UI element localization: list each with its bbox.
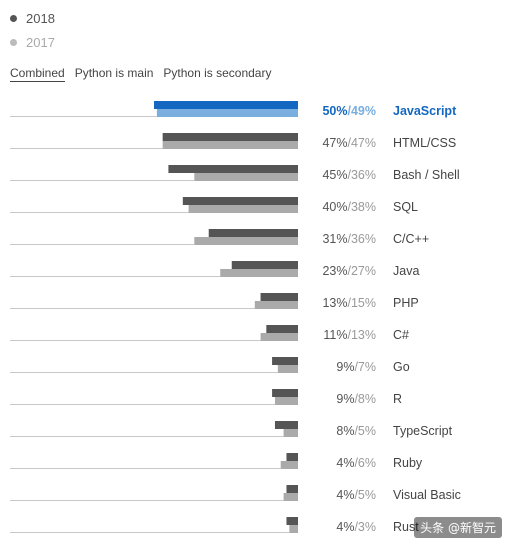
bar-row-javascript: 50%/49% JavaScript <box>10 101 457 118</box>
value-label-c: 11%/13% <box>323 328 376 342</box>
tab-combined[interactable]: Combined <box>10 66 65 82</box>
legend-item-2017: 2017 <box>10 30 55 54</box>
bar-row-sql: 40%/38% SQL <box>10 197 418 214</box>
filter-tabs: Combined Python is main Python is second… <box>10 66 271 82</box>
bar-2017-go <box>277 365 298 373</box>
category-label-java: Java <box>393 264 419 278</box>
bar-row-c: 11%/13% C# <box>10 325 409 342</box>
bar-2017-visual-basic <box>283 493 298 501</box>
value-label-bash-shell: 45%/36% <box>322 168 376 182</box>
bar-row-rust: 4%/3% Rust <box>10 517 419 534</box>
legend-dot-icon <box>10 38 17 46</box>
value-label-c-c: 31%/36% <box>322 232 376 246</box>
bar-2018-sql <box>182 197 298 205</box>
bar-row-php: 13%/15% PHP <box>10 293 419 310</box>
category-label-javascript: JavaScript <box>393 104 457 118</box>
bar-2018-html-css <box>162 133 298 141</box>
tab-python-is-secondary[interactable]: Python is secondary <box>163 66 272 80</box>
bar-2017-typescript <box>283 429 298 437</box>
bar-row-ruby: 4%/6% Ruby <box>10 453 423 470</box>
bar-2018-r <box>272 389 298 397</box>
bar-2018-bash-shell <box>168 165 298 173</box>
bar-row-r: 9%/8% R <box>10 389 402 406</box>
bar-2017-java <box>220 269 298 277</box>
bar-row-typescript: 8%/5% TypeScript <box>10 421 453 438</box>
bar-row-c-c: 31%/36% C/C++ <box>10 229 429 246</box>
value-label-java: 23%/27% <box>322 264 376 278</box>
value-label-go: 9%/7% <box>336 360 376 374</box>
bar-2018-go <box>272 357 298 365</box>
tab-python-is-main[interactable]: Python is main <box>74 66 154 80</box>
category-label-ruby: Ruby <box>393 456 423 470</box>
bar-row-bash-shell: 45%/36% Bash / Shell <box>10 165 460 182</box>
bar-2018-ruby <box>286 453 298 461</box>
legend-item-2018: 2018 <box>10 6 55 30</box>
bar-2017-c <box>260 333 298 341</box>
bar-2018-visual-basic <box>286 485 298 493</box>
value-label-visual-basic: 4%/5% <box>336 488 376 502</box>
category-label-c-c: C/C++ <box>393 232 429 246</box>
bar-2018-javascript <box>154 101 298 109</box>
legend-label-2017: 2017 <box>26 34 55 50</box>
category-label-go: Go <box>393 360 410 374</box>
value-label-typescript: 8%/5% <box>336 424 376 438</box>
legend: 2018 2017 <box>10 6 55 54</box>
bar-2017-c-c <box>194 237 298 245</box>
bar-2017-php <box>254 301 298 309</box>
value-label-sql: 40%/38% <box>322 200 376 214</box>
bar-row-go: 9%/7% Go <box>10 357 410 374</box>
category-label-sql: SQL <box>393 200 418 214</box>
category-label-html-css: HTML/CSS <box>393 136 456 150</box>
category-label-r: R <box>393 392 402 406</box>
category-label-visual-basic: Visual Basic <box>393 488 461 502</box>
category-label-bash-shell: Bash / Shell <box>393 168 460 182</box>
bar-2017-bash-shell <box>194 173 298 181</box>
bar-2018-rust <box>286 517 298 525</box>
bar-row-java: 23%/27% Java <box>10 261 419 278</box>
value-label-javascript: 50%/49% <box>322 104 376 118</box>
category-label-c: C# <box>393 328 409 342</box>
bar-2018-c-c <box>208 229 298 237</box>
value-label-ruby: 4%/6% <box>336 456 376 470</box>
value-label-r: 9%/8% <box>336 392 376 406</box>
bar-2018-java <box>231 261 298 269</box>
value-label-rust: 4%/3% <box>336 520 376 534</box>
bar-2018-c <box>266 325 298 333</box>
value-label-html-css: 47%/47% <box>322 136 376 150</box>
legend-label-2018: 2018 <box>26 10 55 26</box>
category-label-php: PHP <box>393 296 419 310</box>
category-label-typescript: TypeScript <box>393 424 453 438</box>
bar-2017-ruby <box>280 461 298 469</box>
bar-2018-php <box>260 293 298 301</box>
bar-2017-javascript <box>156 109 298 117</box>
bar-2018-typescript <box>274 421 298 429</box>
bar-row-visual-basic: 4%/5% Visual Basic <box>10 485 461 502</box>
bar-2017-rust <box>289 525 298 533</box>
bar-2017-r <box>274 397 298 405</box>
bar-2017-html-css <box>162 141 298 149</box>
watermark: 头条 @新智元 <box>414 517 502 538</box>
value-label-php: 13%/15% <box>322 296 376 310</box>
bar-row-html-css: 47%/47% HTML/CSS <box>10 133 456 150</box>
bar-2017-sql <box>188 205 298 213</box>
legend-dot-icon <box>10 14 17 22</box>
category-label-rust: Rust <box>393 520 419 534</box>
